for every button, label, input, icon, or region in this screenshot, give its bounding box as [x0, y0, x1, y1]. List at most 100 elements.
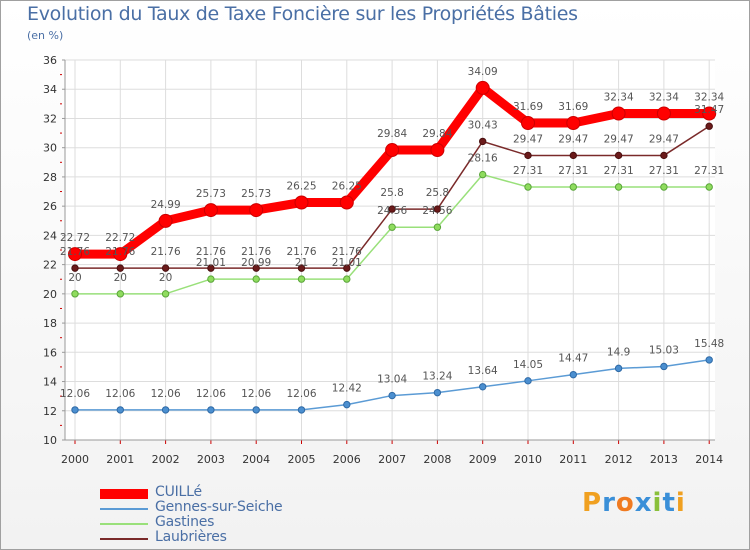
x-tick-label: 2005 [288, 453, 316, 466]
data-point-cuill [203, 203, 218, 218]
x-tick-label: 2013 [650, 453, 678, 466]
data-point-laubri-res [116, 264, 125, 272]
data-label-gennes-sur-seiche: 12.06 [286, 388, 316, 400]
data-label-laubri-res: 21.76 [241, 246, 271, 258]
data-point-gennes-sur-seiche [116, 406, 125, 414]
data-point-laubri-res [297, 264, 306, 272]
x-tick-label: 2000 [61, 453, 89, 466]
data-point-cuill [430, 143, 445, 158]
data-point-cuill [656, 106, 671, 121]
legend-swatch [100, 538, 148, 540]
y-tick-label: 14 [43, 376, 57, 389]
data-label-gastines: 21 [295, 257, 308, 269]
data-point-gastines [207, 275, 215, 283]
data-label-cuill: 32.34 [694, 91, 724, 103]
data-label-laubri-res: 30.43 [468, 119, 498, 131]
data-point-laubri-res [252, 264, 260, 272]
data-point-gastines [433, 223, 442, 231]
data-label-gennes-sur-seiche: 14.47 [558, 353, 588, 365]
data-label-laubri-res: 21.76 [105, 246, 135, 258]
x-tick-label: 2008 [423, 453, 451, 466]
x-tick-label: 2003 [197, 453, 225, 466]
legend-swatch [100, 508, 148, 510]
data-label-gastines: 20.99 [241, 257, 271, 269]
data-label-cuill: 26.25 [332, 181, 362, 193]
data-point-gastines [705, 183, 713, 191]
data-label-cuill: 25.73 [241, 188, 271, 200]
data-point-gastines [524, 183, 532, 191]
data-point-gennes-sur-seiche [207, 406, 215, 414]
x-tick-label: 2010 [514, 453, 542, 466]
data-label-gennes-sur-seiche: 15.48 [694, 338, 724, 350]
data-label-gastines: 27.31 [649, 165, 679, 177]
data-label-gastines: 21.01 [196, 257, 226, 269]
data-label-gennes-sur-seiche: 12.06 [151, 388, 181, 400]
data-label-gastines: 20 [68, 272, 81, 284]
data-point-laubri-res [614, 151, 623, 160]
data-label-cuill: 32.34 [604, 91, 634, 103]
data-point-gennes-sur-seiche [569, 370, 577, 379]
chart-title: Evolution du Taux de Taxe Foncière sur l… [27, 3, 578, 25]
data-point-laubri-res [71, 264, 79, 272]
data-point-laubri-res [479, 137, 487, 146]
data-point-gennes-sur-seiche [479, 383, 487, 391]
data-point-gastines [388, 223, 396, 231]
data-point-gastines [161, 290, 170, 298]
data-label-laubri-res: 21.76 [60, 246, 90, 258]
data-label-gastines: 20 [159, 272, 172, 284]
data-label-gennes-sur-seiche: 12.06 [241, 388, 271, 400]
legend-label: CUILLé [155, 484, 202, 500]
data-label-gennes-sur-seiche: 12.06 [105, 388, 135, 400]
data-label-gennes-sur-seiche: 15.03 [649, 344, 679, 356]
data-label-cuill: 24.99 [151, 199, 181, 211]
data-point-laubri-res [660, 151, 668, 160]
x-tick-label: 2002 [152, 453, 180, 466]
data-label-cuill: 34.09 [468, 66, 498, 78]
legend-swatch [100, 523, 148, 525]
data-label-cuill: 25.73 [196, 188, 226, 200]
data-point-gastines [569, 183, 577, 191]
y-tick-label: 10 [43, 434, 57, 447]
data-label-gastines: 27.31 [604, 165, 634, 177]
data-label-laubri-res: 21.76 [332, 246, 362, 258]
data-point-cuill [611, 106, 626, 121]
data-label-cuill: 32.34 [649, 91, 679, 103]
x-tick-label: 2004 [242, 453, 270, 466]
data-point-gastines [116, 290, 125, 298]
data-label-gennes-sur-seiche: 12.06 [60, 388, 90, 400]
data-label-laubri-res: 31.47 [694, 104, 724, 116]
legend-swatch [100, 489, 148, 499]
data-label-cuill: 31.69 [558, 101, 588, 113]
data-point-laubri-res [207, 264, 215, 272]
data-label-cuill: 31.69 [513, 101, 543, 113]
data-point-gennes-sur-seiche [388, 391, 396, 400]
data-point-laubri-res [161, 264, 170, 272]
data-label-gennes-sur-seiche: 12.42 [332, 383, 362, 395]
data-label-gennes-sur-seiche: 13.64 [468, 365, 498, 377]
data-label-laubri-res: 29.47 [558, 133, 588, 145]
data-label-cuill: 29.84 [422, 128, 452, 140]
data-label-laubri-res: 25.8 [380, 187, 403, 199]
data-label-gennes-sur-seiche: 12.06 [196, 388, 226, 400]
x-tick-label: 2012 [605, 453, 633, 466]
data-point-cuill [566, 115, 581, 130]
data-point-cuill [702, 106, 717, 121]
x-tick-label: 2011 [559, 453, 587, 466]
data-point-gennes-sur-seiche [71, 406, 79, 414]
y-tick-label: 12 [43, 405, 57, 418]
legend-label: Laubrières [155, 529, 227, 545]
x-tick-label: 2001 [106, 453, 134, 466]
data-label-laubri-res: 21.76 [151, 246, 181, 258]
data-point-gennes-sur-seiche [705, 356, 713, 364]
y-tick-label: 20 [43, 288, 57, 301]
data-label-gastines: 27.31 [513, 165, 543, 177]
data-point-gastines [71, 290, 79, 298]
data-label-gastines: 27.31 [694, 165, 724, 177]
data-point-laubri-res [433, 205, 442, 213]
y-tick-label: 22 [43, 259, 57, 272]
x-tick-label: 2006 [333, 453, 361, 466]
legend-label: Gastines [155, 514, 215, 530]
data-point-gastines [479, 170, 487, 179]
data-point-gennes-sur-seiche [343, 400, 351, 409]
unit-label: (en %) [27, 29, 64, 42]
